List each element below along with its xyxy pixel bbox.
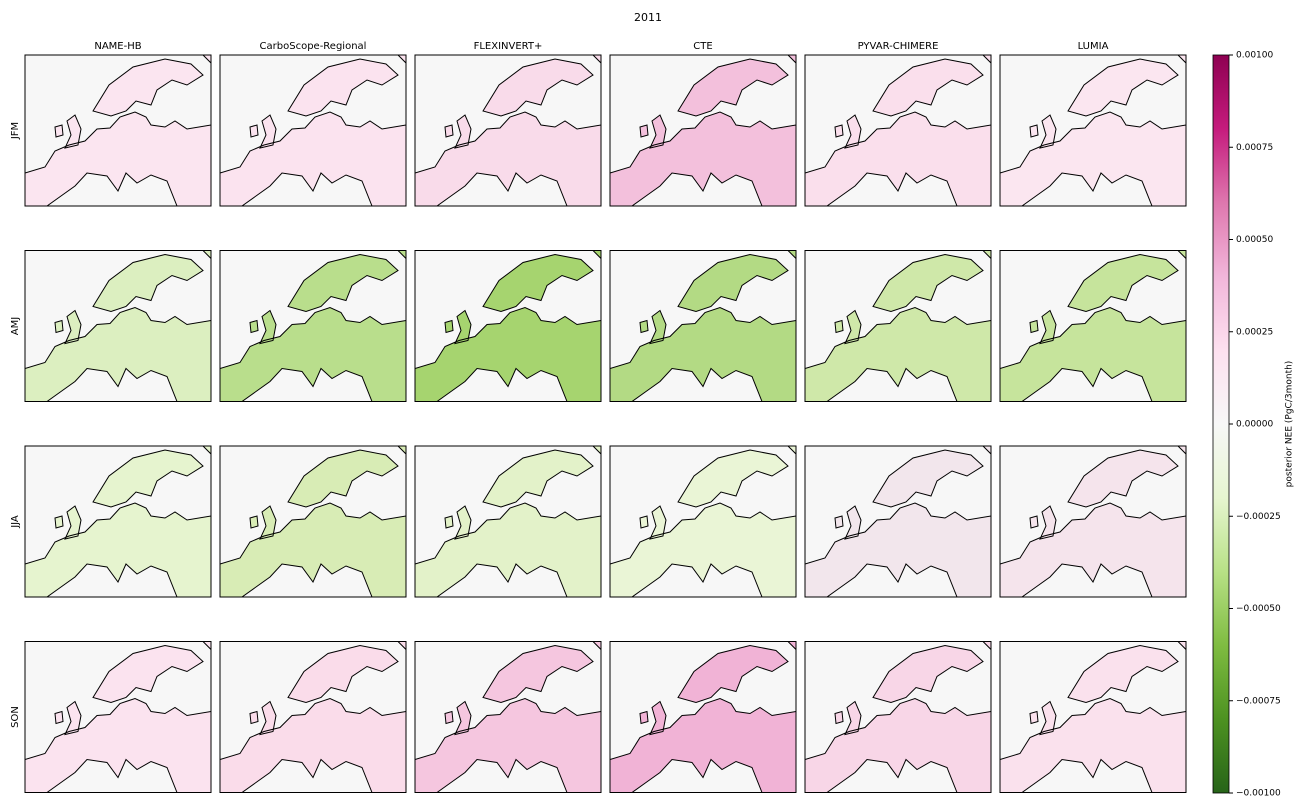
panel-frame: [24, 641, 212, 793]
map-panel: [804, 54, 992, 207]
panel-frame: [999, 54, 1187, 207]
map-panel: [999, 54, 1187, 207]
map-panel: [219, 641, 407, 793]
figure-title: 2011: [634, 11, 662, 24]
land: [415, 250, 601, 402]
colorbar-label: posterior NEE (PgC/3month): [1285, 361, 1295, 488]
map-panel: [609, 445, 797, 598]
column-title: CTE: [693, 41, 712, 52]
column-title: NAME-HB: [94, 41, 141, 52]
land: [610, 250, 796, 402]
land: [805, 55, 991, 206]
row-label: SON: [10, 706, 21, 728]
row-label: JJA: [10, 515, 21, 529]
map-panel: [414, 250, 602, 402]
map-panel: [609, 641, 797, 793]
panel-frame: [24, 445, 212, 598]
map-panel: [414, 641, 602, 793]
panel-frame: [414, 445, 602, 598]
panel-frame: [414, 54, 602, 207]
panel-frame: [999, 445, 1187, 598]
map-panel: [999, 250, 1187, 402]
land: [1000, 641, 1186, 793]
map-panel: [24, 54, 212, 207]
land: [610, 641, 796, 793]
land: [415, 641, 601, 793]
row-label: JFM: [10, 122, 21, 140]
land: [220, 446, 406, 597]
column-title: CarboScope-Regional: [260, 41, 367, 52]
panel-frame: [999, 641, 1187, 793]
map-panel: [999, 445, 1187, 598]
row-label: AMJ: [10, 317, 21, 335]
map-panel: [24, 445, 212, 598]
map-panel: [219, 445, 407, 598]
map-panel: [414, 54, 602, 207]
panel-frame: [804, 641, 992, 793]
panel-frame: [219, 54, 407, 207]
land: [415, 55, 601, 206]
land: [1000, 250, 1186, 402]
colorbar-tick-label: −0.00075: [1236, 696, 1281, 706]
colorbar-tick-label: 0.00050: [1236, 235, 1273, 245]
land: [220, 55, 406, 206]
panel-frame: [999, 250, 1187, 402]
land: [220, 250, 406, 402]
panel-frame: [609, 54, 797, 207]
map-panel: [609, 54, 797, 207]
panel-frame: [609, 445, 797, 598]
map-panel: [609, 250, 797, 402]
land: [610, 55, 796, 206]
land: [25, 55, 211, 206]
panel-frame: [804, 445, 992, 598]
column-title: FLEXINVERT+: [474, 41, 543, 52]
colorbar-tick-label: −0.00100: [1236, 789, 1281, 799]
colorbar-tick-label: −0.00050: [1236, 604, 1281, 614]
map-panel: [999, 641, 1187, 793]
land: [805, 446, 991, 597]
colorbar-tick-label: 0.00000: [1236, 420, 1273, 430]
panel-frame: [219, 445, 407, 598]
land: [220, 641, 406, 793]
panel-frame: [24, 54, 212, 207]
panel-frame: [804, 54, 992, 207]
panel-frame: [804, 250, 992, 402]
panel-frame: [414, 250, 602, 402]
colorbar-tick-label: 0.00025: [1236, 327, 1273, 337]
panel-frame: [609, 641, 797, 793]
map-panel: [24, 641, 212, 793]
land: [25, 641, 211, 793]
column-title: LUMIA: [1078, 41, 1109, 52]
panel-frame: [609, 250, 797, 402]
panel-frame: [24, 250, 212, 402]
map-panel: [219, 54, 407, 207]
land: [805, 641, 991, 793]
column-title: PYVAR-CHIMERE: [858, 41, 939, 52]
colorbar-tick-label: 0.00100: [1236, 51, 1273, 61]
colorbar-tick-label: 0.00075: [1236, 143, 1273, 153]
map-panel: [414, 445, 602, 598]
panel-frame: [414, 641, 602, 793]
map-panel: [804, 445, 992, 598]
map-panel: [804, 641, 992, 793]
land: [415, 446, 601, 597]
land: [25, 446, 211, 597]
land: [25, 250, 211, 402]
map-panel: [24, 250, 212, 402]
colorbar: [1212, 54, 1230, 794]
land: [805, 250, 991, 402]
map-panel: [804, 250, 992, 402]
colorbar-tick-label: −0.00025: [1236, 512, 1281, 522]
land: [1000, 446, 1186, 597]
land: [1000, 55, 1186, 206]
panel-frame: [219, 641, 407, 793]
panel-frame: [219, 250, 407, 402]
map-panel: [219, 250, 407, 402]
land: [610, 446, 796, 597]
